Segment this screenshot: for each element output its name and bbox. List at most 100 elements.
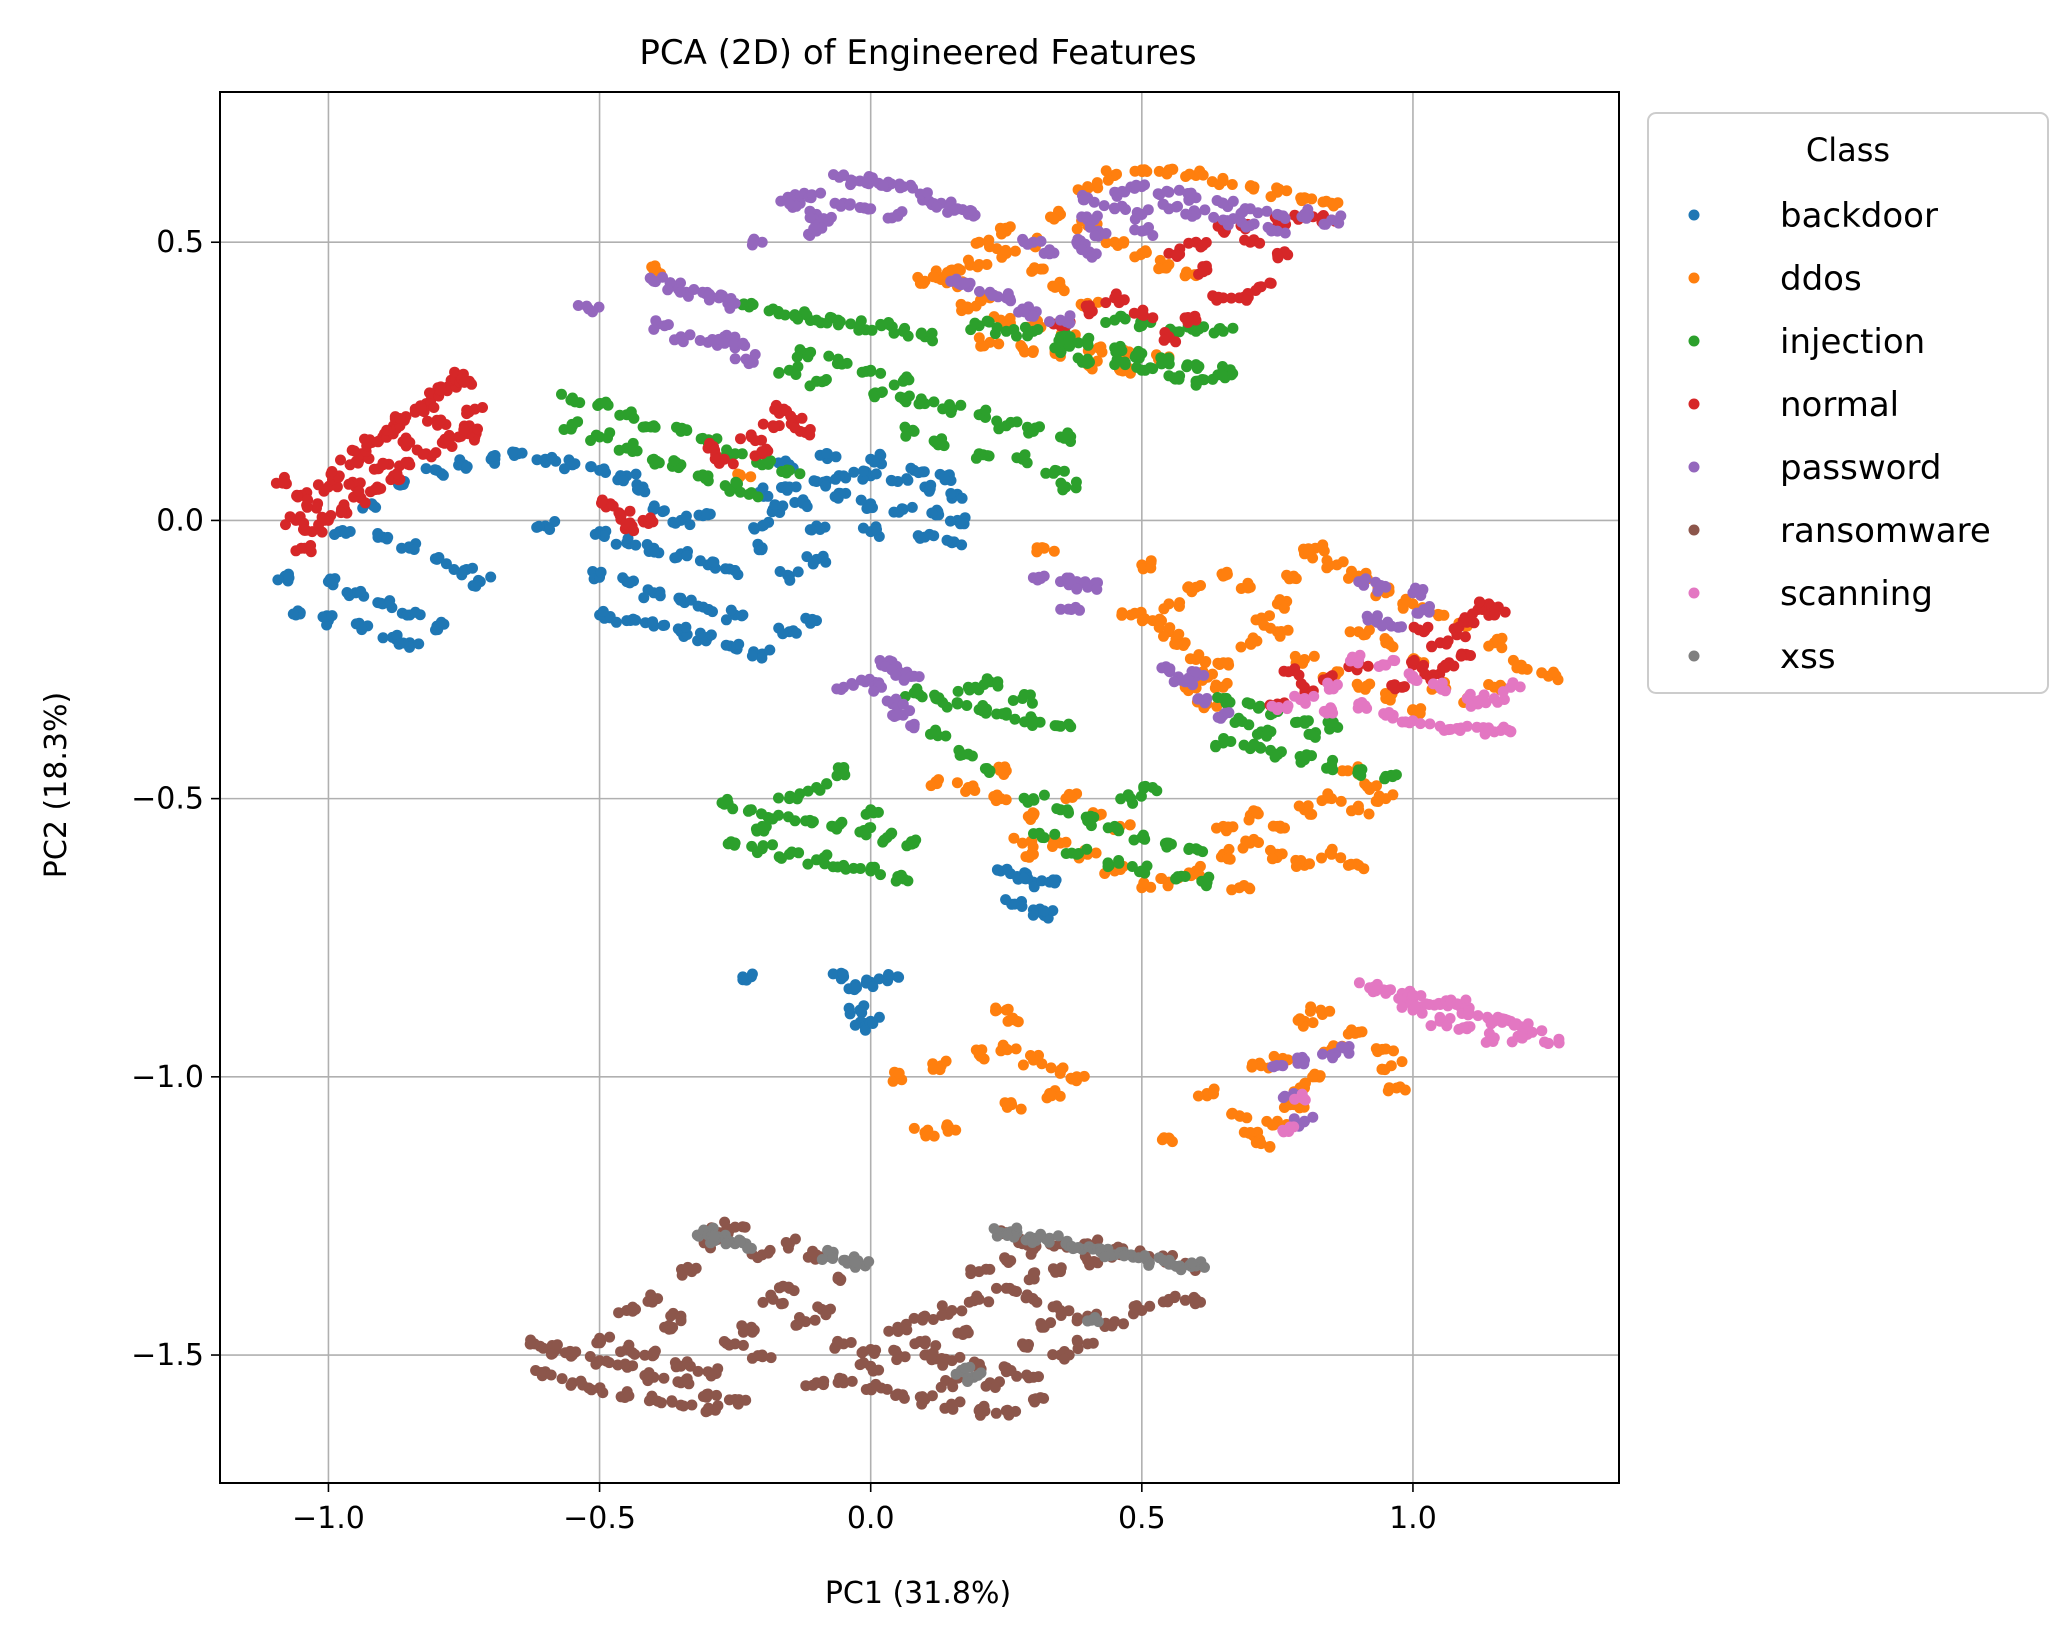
y-tick-label: 0.0 bbox=[156, 503, 204, 538]
data-point bbox=[477, 402, 488, 413]
data-point bbox=[1183, 844, 1195, 855]
data-point bbox=[1254, 237, 1266, 249]
legend-marker bbox=[1688, 650, 1700, 662]
legend-label: password bbox=[1780, 448, 1941, 488]
data-point bbox=[1361, 610, 1373, 622]
data-point bbox=[1019, 306, 1031, 318]
data-point bbox=[981, 259, 993, 270]
data-point bbox=[926, 507, 938, 519]
data-point bbox=[1018, 872, 1030, 884]
data-point bbox=[1055, 603, 1067, 615]
data-point bbox=[531, 454, 543, 466]
data-point bbox=[964, 205, 976, 216]
data-point bbox=[1019, 346, 1030, 358]
data-point bbox=[845, 1337, 857, 1348]
data-point bbox=[1433, 610, 1445, 622]
data-point bbox=[569, 396, 581, 408]
data-point bbox=[846, 678, 858, 689]
data-point bbox=[849, 1256, 861, 1268]
data-point bbox=[1169, 638, 1181, 650]
data-point bbox=[1238, 739, 1250, 751]
data-point bbox=[329, 529, 340, 540]
data-point bbox=[1032, 324, 1044, 335]
data-point bbox=[702, 475, 714, 487]
data-point bbox=[966, 750, 978, 762]
data-point bbox=[610, 616, 622, 628]
data-point bbox=[1027, 1293, 1039, 1304]
data-point bbox=[1278, 602, 1290, 614]
data-point bbox=[823, 350, 835, 362]
data-point bbox=[686, 1399, 698, 1411]
data-point bbox=[692, 600, 704, 612]
data-point bbox=[1352, 802, 1364, 814]
data-point bbox=[1170, 873, 1182, 885]
data-point bbox=[1396, 1056, 1408, 1068]
data-point bbox=[1226, 1108, 1238, 1120]
data-point bbox=[737, 971, 749, 983]
data-point bbox=[802, 858, 814, 870]
data-point bbox=[789, 422, 801, 434]
data-point bbox=[1189, 1298, 1201, 1310]
data-point bbox=[1210, 739, 1222, 751]
data-point bbox=[881, 695, 893, 707]
data-point bbox=[808, 475, 820, 487]
data-point bbox=[372, 528, 384, 539]
data-point bbox=[1389, 655, 1401, 667]
data-point bbox=[1055, 347, 1067, 359]
data-point bbox=[1306, 193, 1318, 205]
data-point bbox=[979, 763, 991, 775]
data-point bbox=[1370, 985, 1382, 997]
data-point bbox=[729, 353, 741, 365]
data-point bbox=[1141, 166, 1153, 177]
data-point bbox=[725, 293, 737, 304]
data-point bbox=[1292, 716, 1303, 728]
data-point bbox=[891, 709, 903, 721]
data-point bbox=[951, 777, 963, 789]
data-point bbox=[681, 550, 693, 562]
data-point bbox=[831, 770, 843, 782]
data-point bbox=[458, 376, 470, 388]
data-point bbox=[1292, 1014, 1304, 1026]
data-point bbox=[723, 1394, 735, 1406]
data-point bbox=[1324, 1005, 1336, 1017]
data-point bbox=[1018, 689, 1030, 700]
data-point bbox=[719, 337, 731, 349]
data-point bbox=[628, 412, 640, 424]
data-point bbox=[1483, 640, 1495, 652]
data-point bbox=[728, 338, 740, 350]
data-point bbox=[1043, 245, 1055, 257]
data-point bbox=[1025, 711, 1037, 723]
data-point bbox=[830, 473, 841, 485]
data-point bbox=[1382, 1085, 1394, 1097]
data-point bbox=[913, 671, 925, 683]
data-point bbox=[1155, 352, 1167, 364]
data-point bbox=[658, 505, 670, 517]
data-point bbox=[875, 367, 887, 379]
data-point bbox=[1281, 703, 1293, 715]
chart-title: PCA (2D) of Engineered Features bbox=[639, 33, 1196, 73]
data-point bbox=[674, 594, 686, 606]
data-point bbox=[1344, 626, 1356, 638]
data-point bbox=[1483, 722, 1495, 734]
data-point bbox=[1001, 1362, 1013, 1374]
data-point bbox=[890, 1345, 902, 1357]
data-point bbox=[1376, 620, 1388, 632]
data-point bbox=[733, 638, 745, 650]
data-point bbox=[1514, 681, 1526, 693]
data-point bbox=[1063, 788, 1075, 800]
data-point bbox=[413, 638, 425, 650]
data-point bbox=[1055, 1064, 1067, 1076]
data-point bbox=[287, 608, 299, 620]
data-point bbox=[1252, 207, 1264, 219]
x-tick-label: 0.0 bbox=[847, 1501, 895, 1536]
data-point bbox=[1019, 449, 1031, 461]
legend-entry-ransomware: ransomware bbox=[1688, 511, 1991, 551]
data-point bbox=[630, 1303, 641, 1315]
data-point bbox=[627, 446, 638, 457]
data-point bbox=[1217, 361, 1228, 372]
data-point bbox=[1162, 1296, 1174, 1308]
data-point bbox=[1139, 179, 1150, 191]
data-point bbox=[1060, 836, 1072, 848]
data-point bbox=[961, 301, 973, 313]
data-point bbox=[648, 546, 660, 558]
